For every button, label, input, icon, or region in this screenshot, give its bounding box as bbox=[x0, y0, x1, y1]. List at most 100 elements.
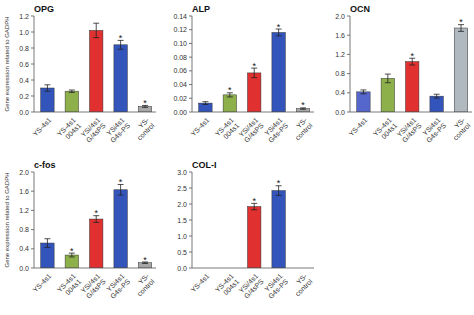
x-tick-label: YS-4s1004s1 bbox=[56, 272, 83, 299]
y-tick-label: 0.4 bbox=[19, 77, 29, 84]
x-tick-label-line: G4s-PS bbox=[109, 121, 132, 144]
x-tick-label-line: G/4sPS bbox=[401, 121, 423, 143]
y-tick-label: 0.8 bbox=[19, 45, 29, 52]
y-axis-line bbox=[350, 16, 351, 112]
subplot-title: ALP bbox=[192, 4, 210, 14]
x-tick-label-line: G4s-PS bbox=[267, 121, 290, 144]
y-tick-label: 0.12 bbox=[173, 26, 187, 33]
annotation: * bbox=[119, 177, 123, 187]
x-axis-line bbox=[192, 268, 314, 269]
y-tick-label: 0.5 bbox=[177, 249, 187, 256]
x-tick-label-line: G4s-PS bbox=[425, 121, 448, 144]
y-tick bbox=[347, 35, 350, 36]
y-tick bbox=[189, 112, 192, 113]
y-tick-label: 0.02 bbox=[173, 95, 187, 102]
error-bar bbox=[44, 85, 50, 91]
y-tick-label: 2.5 bbox=[177, 185, 187, 192]
error-bar bbox=[93, 23, 99, 37]
y-tick-label: 0.4 bbox=[335, 89, 345, 96]
x-tick-label-line: G/4sPS bbox=[85, 121, 107, 143]
error-bar bbox=[69, 90, 75, 92]
chart-figure: 0.00.20.40.60.81.01.2YS-4s1YS-4s1004s1YS… bbox=[0, 0, 474, 315]
bar bbox=[357, 92, 370, 112]
y-tick-label: 1.0 bbox=[19, 29, 29, 36]
y-tick bbox=[31, 268, 34, 269]
y-tick-label: 1.2 bbox=[19, 13, 29, 20]
x-tick-label: YSi4s1G4s-PS bbox=[262, 272, 290, 300]
y-tick-label: 0.14 bbox=[173, 13, 187, 20]
x-tick-label-line: YS-4s1 bbox=[31, 116, 52, 137]
annotation: * bbox=[277, 22, 281, 32]
y-tick bbox=[347, 16, 350, 17]
x-tick-label: YSi/4s1G/4sPS bbox=[395, 116, 423, 144]
x-tick-label-line: G/4sPS bbox=[243, 121, 265, 143]
y-tick-label: 1.2 bbox=[335, 51, 345, 58]
y-tick bbox=[189, 98, 192, 99]
y-tick bbox=[347, 73, 350, 74]
x-tick-label-line: YS-4s1 bbox=[347, 116, 368, 137]
bar bbox=[430, 96, 443, 112]
y-tick-label: 0.0 bbox=[19, 109, 29, 116]
y-tick-label: 1.2 bbox=[19, 207, 29, 214]
annotation: * bbox=[143, 255, 147, 265]
x-tick-label: YS-4s1004s1 bbox=[56, 116, 83, 143]
plot-area bbox=[248, 186, 286, 268]
annotation: * bbox=[252, 61, 256, 71]
y-tick-label: 1.5 bbox=[177, 217, 187, 224]
subplot: 0.000.020.040.060.080.100.120.14YS-4s1YS… bbox=[173, 4, 314, 144]
bar bbox=[114, 45, 127, 112]
x-tick-label: YS-4s1 bbox=[189, 116, 210, 137]
x-tick-label: YSi/4s1G/4sPS bbox=[79, 116, 107, 144]
x-tick-label: YS-4s1004s1 bbox=[214, 116, 241, 143]
subplot: 0.00.40.81.21.62.0YS-4s1YS-4s1004s1YSi/4… bbox=[4, 160, 156, 300]
y-tick-label: 1.0 bbox=[177, 233, 187, 240]
x-tick-label: YSi4s1G4s-PS bbox=[104, 116, 132, 144]
bar bbox=[454, 28, 467, 112]
error-bar bbox=[202, 102, 208, 105]
x-tick-label-line: 004s1 bbox=[380, 122, 399, 141]
annotation: * bbox=[94, 208, 98, 218]
y-tick-label: 0.0 bbox=[177, 265, 187, 272]
x-tick-label: YS-4s1 bbox=[31, 116, 52, 137]
y-tick bbox=[189, 84, 192, 85]
y-tick bbox=[189, 43, 192, 44]
y-tick bbox=[347, 54, 350, 55]
subplot-title: OPG bbox=[34, 4, 54, 14]
x-tick-label-line: YS-4s1 bbox=[189, 116, 210, 137]
y-tick-label: 0.4 bbox=[19, 245, 29, 252]
x-tick-label: YSi/4s1G/4sPS bbox=[237, 272, 265, 300]
y-tick-label: 2.0 bbox=[177, 201, 187, 208]
y-tick bbox=[189, 220, 192, 221]
bar bbox=[272, 191, 285, 268]
x-tick-label: YS-4s1 bbox=[189, 272, 210, 293]
y-tick-label: 2.0 bbox=[19, 169, 29, 176]
y-tick bbox=[189, 188, 192, 189]
error-bar bbox=[434, 94, 440, 98]
annotation: * bbox=[228, 85, 232, 95]
x-tick-label-line: control bbox=[136, 121, 156, 141]
x-axis-line bbox=[350, 112, 472, 113]
y-axis-line bbox=[192, 16, 193, 112]
y-tick bbox=[347, 92, 350, 93]
y-tick-label: 0.8 bbox=[19, 226, 29, 233]
x-tick-label-line: 004s1 bbox=[64, 122, 83, 141]
x-tick-label: YSi/4s1G/4sPS bbox=[79, 272, 107, 300]
y-tick bbox=[31, 32, 34, 33]
y-tick-label: 0.04 bbox=[173, 81, 187, 88]
x-tick-label: YSi/4s1G/4sPS bbox=[237, 116, 265, 144]
y-tick bbox=[31, 112, 34, 113]
x-tick-label-line: control bbox=[136, 277, 156, 297]
y-tick bbox=[189, 57, 192, 58]
annotation: * bbox=[119, 33, 123, 43]
y-tick-label: 0.08 bbox=[173, 54, 187, 61]
y-tick bbox=[31, 80, 34, 81]
annotation: * bbox=[252, 196, 256, 206]
x-tick-label-line: G4s-PS bbox=[267, 277, 290, 300]
y-tick bbox=[189, 252, 192, 253]
x-tick-label: YS-control bbox=[446, 116, 472, 142]
x-tick-label: YS-control bbox=[130, 116, 156, 142]
x-tick-label-line: control bbox=[294, 121, 314, 141]
error-bar bbox=[360, 90, 366, 94]
annotation: * bbox=[70, 246, 74, 256]
x-tick-label: YS-control bbox=[130, 272, 156, 298]
